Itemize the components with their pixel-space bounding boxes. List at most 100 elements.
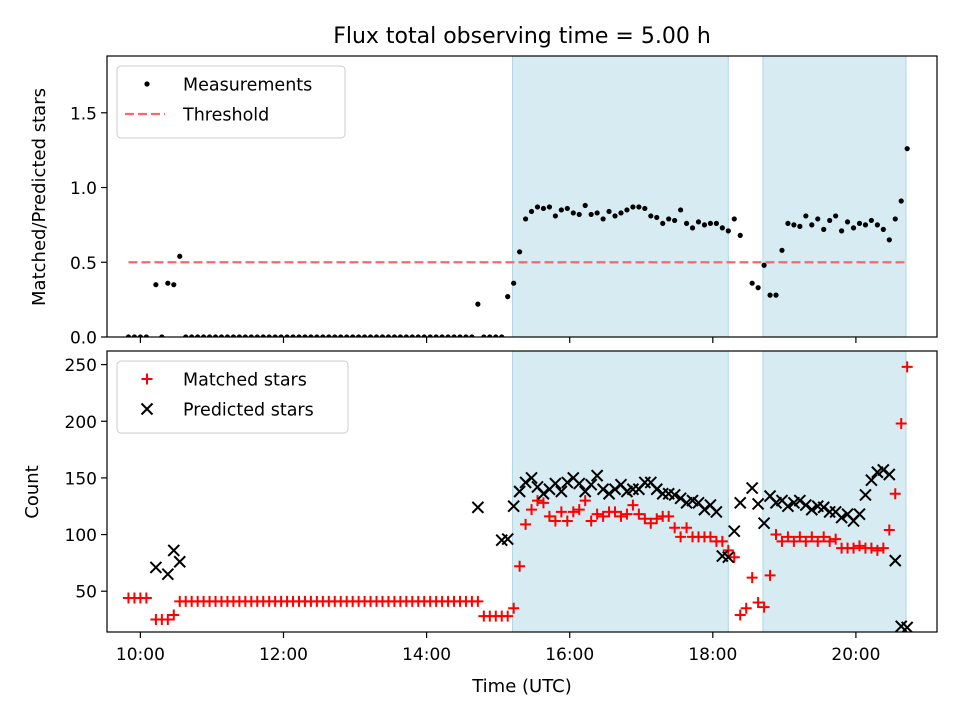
matched-stars-point	[758, 601, 770, 613]
predicted-stars-point	[584, 478, 598, 491]
shaded-interval-2	[762, 351, 906, 632]
x-tick-label: 12:00	[259, 645, 308, 665]
series-matched-stars	[122, 361, 913, 626]
matched-stars-point	[514, 560, 526, 572]
measurement-point	[421, 334, 427, 337]
chart-title: Flux total observing time = 5.00 h	[333, 24, 711, 49]
matched-stars-point	[537, 497, 549, 509]
matched-stars-point	[889, 488, 901, 500]
matched-stars-point	[901, 361, 913, 373]
measurement-point	[773, 292, 779, 298]
predicted-stars-point	[877, 463, 890, 477]
predicted-stars-point	[751, 497, 765, 511]
matched-stars-point	[561, 515, 573, 527]
matched-stars-point	[883, 524, 895, 536]
measurement-point	[618, 210, 624, 216]
predicted-stars-point	[698, 503, 711, 516]
measurement-point	[630, 204, 636, 210]
matched-stars-point	[532, 495, 544, 507]
measurement-point	[719, 225, 725, 231]
matched-stars-point	[633, 508, 645, 520]
measurement-point	[457, 334, 463, 337]
matched-stars-point	[508, 602, 520, 614]
measurement-point	[505, 294, 511, 300]
measurement-point	[487, 334, 493, 337]
measurement-point	[689, 225, 696, 231]
x-tick-label: 14:00	[402, 645, 451, 665]
y-tick-label: 150	[65, 469, 97, 489]
y-tick-label: 1.5	[70, 104, 97, 124]
measurement-point	[791, 222, 797, 228]
predicted-stars-point	[513, 485, 526, 498]
legend-box	[116, 65, 346, 139]
legend: Measurements Threshold	[116, 65, 346, 139]
predicted-stars-point	[734, 496, 747, 510]
y-tick-label: 50	[75, 583, 97, 603]
measurement-point	[361, 334, 368, 337]
y-tick-label: 200	[65, 413, 97, 433]
matched-stars-point	[770, 529, 782, 541]
measurement-point	[230, 334, 237, 337]
matched-stars-point	[788, 535, 800, 547]
measurement-point	[143, 334, 149, 337]
matched-stars-point	[609, 506, 621, 518]
predicted-stars-point	[781, 500, 795, 513]
measurement-point	[427, 334, 433, 337]
plot-frame	[106, 55, 938, 338]
predicted-stars-point	[167, 544, 180, 557]
measurement-point	[403, 334, 409, 337]
measurement-point	[451, 334, 457, 337]
matched-stars-point	[716, 535, 728, 547]
legend-label: Threshold	[182, 106, 269, 126]
measurement-point	[850, 225, 857, 231]
matched-stars-point	[734, 609, 746, 621]
measurement-point	[838, 228, 845, 234]
measurement-point	[302, 334, 308, 337]
measurement-point	[552, 213, 558, 219]
measurement-point	[332, 334, 338, 337]
legend: Matched stars Predicted stars	[116, 360, 349, 434]
measurement-point	[785, 220, 791, 227]
measurement-point	[481, 334, 487, 337]
matched-stars-point	[639, 513, 651, 525]
measurement-point	[242, 334, 248, 337]
measurement-point	[880, 226, 886, 232]
measurement-point	[463, 334, 469, 337]
measurement-point	[844, 219, 851, 225]
matched-stars-point	[800, 535, 812, 547]
measurement-point	[755, 285, 761, 291]
measurement-point	[588, 211, 594, 218]
matched-stars-point	[704, 531, 716, 543]
legend-label: Matched stars	[183, 371, 307, 391]
matched-stars-point	[764, 569, 776, 581]
y-tick-label: 0.0	[70, 329, 97, 349]
measurement-point	[892, 216, 898, 222]
measurement-point	[821, 226, 827, 232]
shaded-interval-1	[512, 56, 729, 337]
predicted-stars-point	[865, 473, 878, 487]
predicted-stars-point	[519, 476, 532, 489]
matched-stars-point	[675, 531, 687, 543]
matched-stars-point	[776, 535, 788, 547]
legend-marker-plus	[141, 373, 153, 385]
matched-stars-point	[830, 533, 842, 545]
measurement-point	[767, 292, 773, 298]
matched-stars-point	[794, 531, 806, 543]
measurement-point	[874, 222, 880, 228]
predicted-stars-point	[608, 483, 622, 496]
measurement-point	[397, 334, 403, 337]
predicted-stars-point	[173, 555, 186, 568]
measurement-point	[171, 282, 177, 288]
matched-stars-point	[585, 515, 597, 527]
predicted-stars-point	[883, 468, 896, 481]
matched-stars-point	[502, 610, 514, 622]
measurement-point	[320, 334, 326, 337]
measurement-point	[833, 213, 839, 219]
measurement-point	[433, 334, 439, 337]
measurement-point	[415, 334, 421, 337]
matched-stars-point	[526, 504, 538, 516]
measurement-point	[326, 334, 332, 337]
legend-label: Measurements	[183, 76, 312, 96]
